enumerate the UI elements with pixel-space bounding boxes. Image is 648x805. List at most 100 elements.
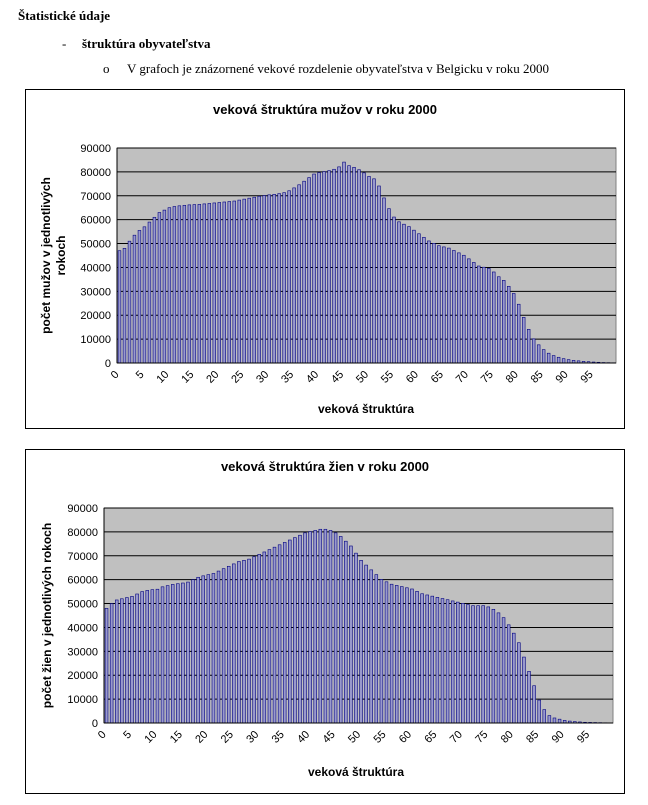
bar [247, 197, 251, 364]
x-axis-label: veková štruktúra [318, 402, 414, 416]
bar [170, 584, 175, 724]
bar [137, 230, 142, 364]
x-tick-label: 5 [121, 729, 134, 742]
bar [177, 205, 182, 364]
x-tick-label: 45 [321, 729, 338, 746]
bar [512, 632, 516, 724]
bar [427, 240, 431, 364]
bar [252, 196, 256, 364]
bar [257, 195, 261, 364]
bar [216, 570, 221, 724]
y-tick-label: 70000 [80, 191, 111, 203]
x-tick-label: 90 [554, 369, 571, 386]
bar [507, 286, 511, 364]
bar [392, 216, 396, 364]
bar [349, 545, 353, 724]
bar [226, 565, 231, 724]
y-tick-label: 50000 [80, 239, 111, 251]
bar [232, 200, 236, 364]
x-tick-label: 85 [529, 369, 546, 386]
y-tick-label: 0 [92, 718, 98, 730]
bar [389, 583, 394, 724]
bar [466, 604, 470, 724]
bar [522, 656, 526, 724]
bar [125, 597, 129, 724]
bar [333, 532, 338, 724]
bar [207, 203, 212, 364]
y-tick-label: 90000 [67, 503, 98, 515]
bar [415, 591, 419, 724]
bar [132, 234, 137, 364]
bar [506, 624, 511, 724]
bar [192, 204, 197, 364]
bar [462, 254, 466, 364]
x-tick-label: 65 [422, 729, 439, 746]
bar [160, 586, 165, 724]
bar [277, 544, 282, 724]
x-tick-label: 15 [168, 729, 185, 746]
bar [359, 560, 363, 724]
bar [412, 229, 416, 364]
bar [109, 603, 114, 724]
y-tick-label: 40000 [80, 262, 111, 274]
bar [181, 582, 185, 724]
bar [292, 187, 296, 364]
x-tick-label: 25 [219, 729, 236, 746]
bar [354, 552, 358, 724]
bar [492, 271, 496, 364]
bar [147, 221, 152, 364]
bar [397, 221, 401, 364]
bar [211, 573, 216, 724]
bar [521, 317, 526, 364]
bar [267, 194, 271, 364]
bar [422, 237, 426, 364]
bar [212, 202, 217, 364]
bar [541, 349, 546, 364]
bar [557, 718, 562, 724]
bar [303, 532, 307, 724]
y-tick-label: 60000 [80, 215, 111, 227]
bar [517, 642, 521, 724]
bar [461, 603, 465, 724]
bar [172, 206, 177, 364]
x-tick-label: 75 [479, 369, 496, 386]
bar [512, 293, 516, 364]
bar [551, 355, 556, 364]
bar [410, 588, 414, 724]
bar [318, 528, 323, 724]
bar [442, 246, 446, 364]
bar [227, 201, 231, 364]
bar [272, 546, 277, 724]
bar [400, 586, 404, 724]
x-tick-label: 0 [96, 729, 109, 742]
bar [242, 560, 246, 724]
bar [277, 193, 281, 364]
bar [127, 240, 132, 364]
bar [206, 574, 211, 724]
x-tick-label: 95 [579, 369, 596, 386]
bar [430, 595, 435, 724]
x-tick-label: 60 [404, 369, 421, 386]
bar [516, 303, 521, 364]
x-tick-label: 70 [448, 729, 465, 746]
y-axis-label: počet žien v jednotlivých rokoch [40, 523, 54, 708]
bar [552, 717, 557, 724]
bar [186, 581, 190, 724]
y-axis-label: rokoch [54, 235, 68, 275]
bar [313, 530, 317, 724]
x-tick-label: 65 [429, 369, 446, 386]
y-tick-label: 80000 [67, 527, 98, 539]
bar [364, 564, 368, 724]
x-tick-label: 80 [504, 369, 521, 386]
bar [165, 585, 170, 724]
x-tick-label: 40 [295, 729, 312, 746]
bar [262, 195, 266, 364]
bar [282, 192, 286, 364]
bar [196, 576, 200, 724]
x-tick-label: 45 [329, 369, 346, 386]
bar [440, 598, 445, 724]
bar [362, 172, 366, 364]
bar [542, 709, 547, 724]
bar [435, 597, 440, 724]
bar [202, 203, 207, 364]
